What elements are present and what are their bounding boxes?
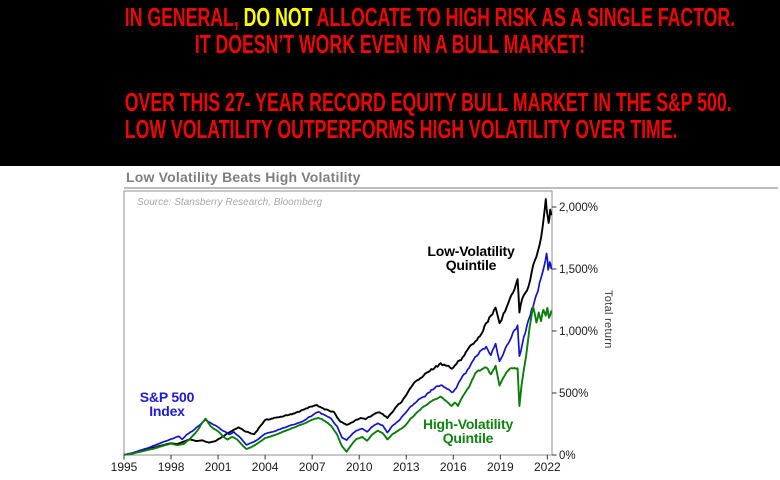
banner-line-3: OVER THIS 27- YEAR RECORD EQUITY BULL MA… (124, 87, 732, 117)
do-not-highlight: DO NOT (243, 2, 313, 32)
banner-line-4: LOW VOLATILITY OUTPERFORMS HIGH VOLATILI… (124, 114, 678, 144)
y-axis-title: Total return (602, 290, 614, 349)
chart-title: Low Volatility Beats High Volatility (126, 169, 361, 185)
x-axis-tick-label: 2016 (440, 460, 467, 474)
label-low-volatility-line1: Low-Volatility (427, 243, 515, 259)
x-axis-tick-label: 2022 (534, 460, 561, 474)
x-axis-tick-label: 2001 (205, 460, 232, 474)
x-axis-tick-label: 1995 (111, 460, 138, 474)
x-axis-tick-label: 2019 (487, 460, 514, 474)
label-high-volatility-line2: Quintile (442, 430, 494, 446)
banner-line-1-pre: IN GENERAL, (124, 2, 244, 32)
y-axis-tick-label: 0% (559, 450, 576, 462)
x-axis-tick-label: 2007 (299, 460, 326, 474)
x-axis-tick-label: 1998 (158, 460, 185, 474)
series-line-high-volatility-quintile (124, 305, 553, 456)
label-high-volatility-quintile: High-Volatility Quintile (415, 417, 521, 445)
banner-line-1-post: ALLOCATE TO HIGH RISK AS A SINGLE FACTOR… (312, 2, 736, 32)
x-axis-tick-label: 2010 (346, 460, 373, 474)
source-note: Source: Stansberry Research, Bloomberg (137, 197, 323, 208)
label-sp500-line1: S&P 500 (139, 389, 195, 405)
series-line-low-volatility-quintile (124, 198, 553, 456)
label-sp500-index: S&P 500 Index (127, 390, 207, 418)
y-axis-tick-label: 1,000% (559, 326, 598, 338)
warning-banner: IN GENERAL, DO NOT ALLOCATE TO HIGH RISK… (0, 0, 780, 166)
label-sp500-line2: Index (149, 403, 185, 419)
plot-border (123, 190, 553, 456)
label-low-volatility-quintile: Low-Volatility Quintile (418, 244, 524, 272)
banner-line-2: IT DOESN’T WORK EVEN IN A BULL MARKET! (194, 29, 586, 59)
label-high-volatility-line1: High-Volatility (422, 416, 514, 432)
x-axis-tick-label: 2013 (393, 460, 420, 474)
y-axis-tick-label: 1,500% (559, 264, 598, 276)
x-axis-tick-label: 2004 (252, 460, 279, 474)
series-line-s-p-500-index (124, 252, 553, 456)
y-axis-tick-label: 2,000% (559, 202, 598, 214)
title-underline (124, 187, 778, 189)
label-low-volatility-line2: Quintile (445, 257, 497, 273)
y-axis-tick-label: 500% (559, 388, 588, 400)
banner-line-1: IN GENERAL, DO NOT ALLOCATE TO HIGH RISK… (124, 2, 735, 32)
